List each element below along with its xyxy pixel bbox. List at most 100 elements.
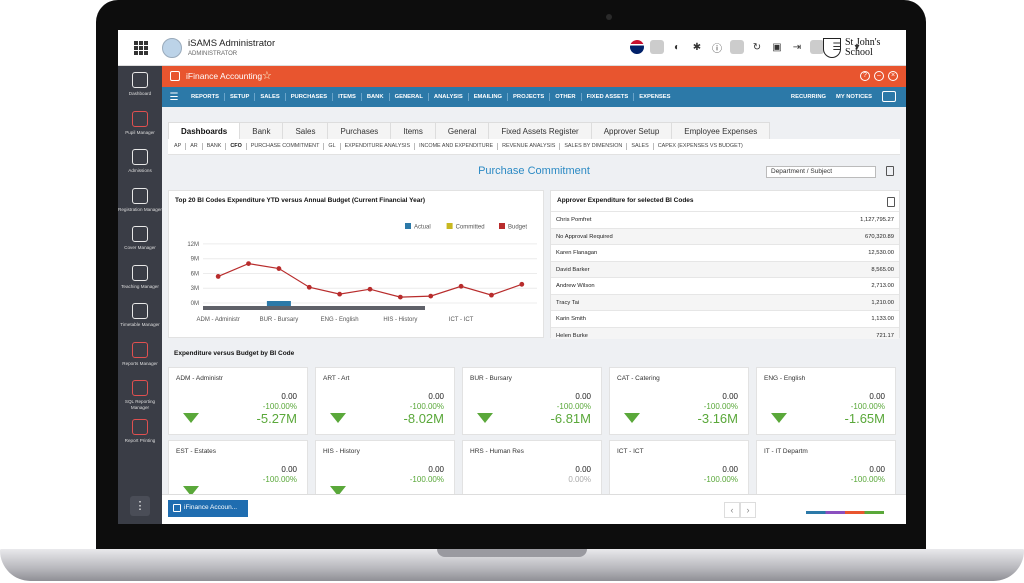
chevron-down-icon[interactable]: ▾ <box>854 41 860 53</box>
menu-item-sales[interactable]: SALES <box>255 93 286 101</box>
subtab-item[interactable]: REVENUE ANALYSIS <box>498 143 561 150</box>
tab-bank[interactable]: Bank <box>239 122 284 140</box>
budget-point <box>215 274 221 279</box>
close-icon[interactable]: × <box>888 71 898 81</box>
lock-icon[interactable]: ▣ <box>772 41 782 53</box>
tab-approver-setup[interactable]: Approver Setup <box>590 122 673 140</box>
apps-grid-icon[interactable] <box>134 41 148 55</box>
subtab-item[interactable]: CAPEX (EXPENSES VS BUDGET) <box>657 143 743 149</box>
next-icon[interactable]: › <box>740 502 756 518</box>
toolbar-icons: ◐ ✱ ⓘ ↻ ▣ ⇥ ☰ ▾ <box>630 40 864 55</box>
menu-item-projects[interactable]: PROJECTS <box>508 93 551 101</box>
table-row[interactable]: David Barker 8,565.00 <box>551 260 899 277</box>
tab-employee-expenses[interactable]: Employee Expenses <box>671 122 771 140</box>
pager: ‹ › <box>724 502 756 518</box>
menu-item-emailing[interactable]: EMAILING <box>469 93 509 101</box>
department-select[interactable]: Department / Subject <box>766 166 876 178</box>
recurring-link[interactable]: RECURRING <box>790 93 827 100</box>
nav-item-5[interactable]: Teaching Manager <box>118 264 162 290</box>
tab-dashboards[interactable]: Dashboards <box>168 122 241 140</box>
nav-item-2[interactable]: Admissions <box>118 149 162 174</box>
table-row[interactable]: Tracy Tai 1,210.00 <box>551 293 899 310</box>
subtab-item[interactable]: AP <box>170 143 187 150</box>
nav-item-7[interactable]: Reports Manager <box>118 341 162 367</box>
support-icon[interactable]: ◐ <box>673 41 681 53</box>
nav-item-0[interactable]: Dashboard <box>118 72 162 97</box>
nav-item-6[interactable]: Timetable Manager <box>118 303 162 328</box>
menu-item-analysis[interactable]: ANALYSIS <box>429 93 469 101</box>
nav-item-1[interactable]: Pupil Manager <box>118 110 162 136</box>
minimize-icon[interactable]: – <box>874 71 884 81</box>
menu-item-bank[interactable]: BANK <box>362 93 390 101</box>
nav-item-4[interactable]: Cover Manager <box>118 226 162 251</box>
prev-icon[interactable]: ‹ <box>724 502 740 518</box>
x-tick-label: ICT - ICT <box>449 317 474 323</box>
info-icon[interactable]: ⓘ <box>712 43 722 55</box>
refresh-icon[interactable]: ↻ <box>752 41 762 53</box>
tab-fixed-assets-register[interactable]: Fixed Assets Register <box>488 122 592 140</box>
help-icon[interactable]: ? <box>860 71 870 81</box>
subtab-item[interactable]: GL <box>324 143 341 150</box>
subtab-item[interactable]: AR <box>186 143 203 150</box>
table-row[interactable]: Karen Flanagan 12,530.00 <box>551 244 899 261</box>
menu-item-setup[interactable]: SETUP <box>225 93 256 101</box>
x-tick-label: HIS - History <box>383 317 417 323</box>
bookshelf-icon <box>132 264 148 281</box>
export-icon[interactable] <box>886 166 894 176</box>
kpi-card[interactable]: ENG - English 0.00 -100.00% -1.65M <box>756 367 896 435</box>
kpi-card[interactable]: ADM - Administr 0.00 -100.00% -5.27M <box>168 367 308 435</box>
menu-item-purchases[interactable]: PURCHASES <box>286 93 334 101</box>
tab-general[interactable]: General <box>434 122 490 140</box>
tab-purchases[interactable]: Purchases <box>327 122 392 140</box>
kpi-percent: -100.00% <box>409 402 444 411</box>
gear-icon[interactable]: ✱ <box>692 41 702 53</box>
logout-icon[interactable]: ⇥ <box>792 41 802 53</box>
table-row[interactable]: Andrew Wilson 2,713.00 <box>551 277 899 294</box>
list-menu-icon[interactable]: ☰ <box>832 41 842 53</box>
export-icon[interactable] <box>887 197 895 207</box>
menu-item-expenses[interactable]: EXPENSES <box>639 94 671 100</box>
kpi-card[interactable]: CAT - Catering 0.00 -100.00% -3.16M <box>609 367 749 435</box>
star-icon[interactable]: ☆ <box>262 70 272 82</box>
tab-sales[interactable]: Sales <box>282 122 329 140</box>
approver-value: 1,210.00 <box>871 299 894 306</box>
chat-bubble-icon[interactable] <box>882 91 896 102</box>
table-row[interactable]: Karin Smith 1,133.00 <box>551 310 899 327</box>
language-flag-icon[interactable] <box>630 40 644 54</box>
module-header: iFinance Accounting ☆ ? – × <box>162 66 906 87</box>
notices-link[interactable]: MY NOTICES <box>836 93 872 100</box>
kpi-section-title: Expenditure versus Budget by BI Code <box>174 350 295 357</box>
kpi-card[interactable]: BUR - Bursary 0.00 -100.00% -6.81M <box>462 367 602 435</box>
nav-item-9[interactable]: Report Printing <box>118 418 162 444</box>
nav-item-8[interactable]: SQL Reporting Manager <box>118 380 162 410</box>
avatar[interactable] <box>162 38 182 58</box>
budget-point <box>519 281 525 287</box>
subtab-item[interactable]: INCOME AND EXPENDITURE <box>415 143 499 150</box>
school-logo: St John's School <box>823 36 903 62</box>
menu-item-fixed-assets[interactable]: FIXED ASSETS <box>582 93 635 101</box>
subtab-item[interactable]: SALES <box>627 143 654 150</box>
approver-name: Helen Burke <box>556 332 588 339</box>
menu-item-other[interactable]: OTHER <box>550 93 582 101</box>
approver-panel: Approver Expenditure for selected BI Cod… <box>550 190 900 339</box>
table-row[interactable]: No Approval Required 670,320.89 <box>551 227 899 244</box>
subtab-item[interactable]: CFO <box>226 143 247 150</box>
tab-items[interactable]: Items <box>390 122 436 140</box>
subtab-item[interactable]: EXPENDITURE ANALYSIS <box>341 143 416 150</box>
subtab-item[interactable]: SALES BY DIMENSION <box>560 143 628 150</box>
more-icon[interactable]: ⋮ <box>130 496 150 516</box>
subtab-item[interactable]: PURCHASE COMMITMENT <box>247 143 325 150</box>
menu-right: RECURRING MY NOTICES <box>791 91 896 102</box>
menu-item-items[interactable]: ITEMS <box>333 93 362 101</box>
menu-item-reports[interactable]: REPORTS <box>186 93 226 101</box>
kpi-card[interactable]: ART - Art 0.00 -100.00% -8.02M <box>315 367 455 435</box>
table-row[interactable]: Chris Pomfret 1,127,795.27 <box>551 211 899 228</box>
table-row[interactable]: Helen Burke 721.17 <box>551 326 899 339</box>
legend-swatch <box>446 223 453 229</box>
taskbar-button[interactable]: iFinance Accoun... <box>168 500 248 517</box>
nav-item-3[interactable]: Registration Manager <box>118 187 162 213</box>
legend-swatch <box>405 223 411 229</box>
subtab-item[interactable]: BANK <box>203 143 227 150</box>
hamburger-icon[interactable]: ☰ <box>169 91 179 103</box>
menu-item-general[interactable]: GENERAL <box>390 93 429 101</box>
